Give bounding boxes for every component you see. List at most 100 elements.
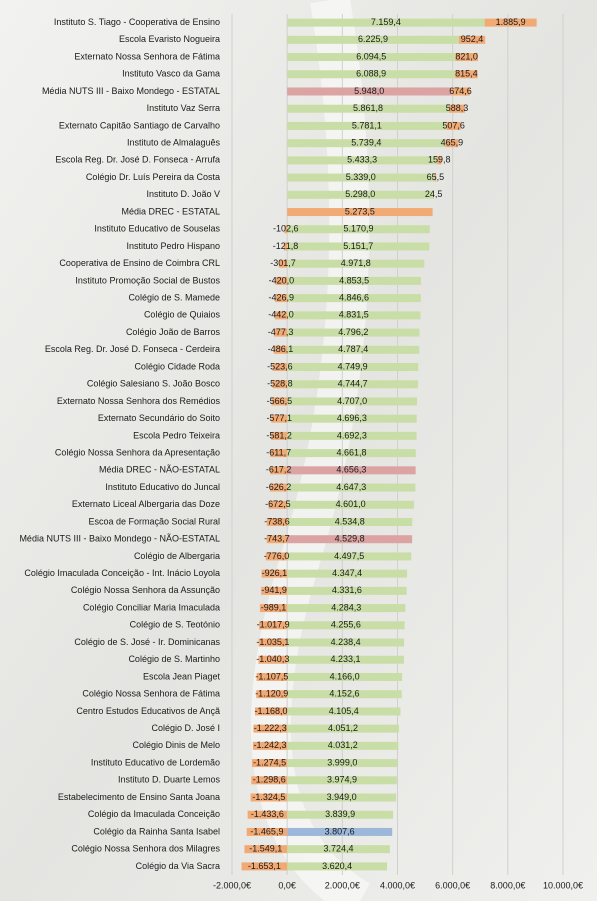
value-label: 5.433,3	[347, 155, 377, 165]
y-tick-label: Estabelecimento de Ensino Santa Joana	[58, 792, 220, 802]
value-label: 6.094,5	[356, 51, 386, 61]
value-label: 4.971,8	[341, 258, 371, 268]
bar	[287, 53, 456, 62]
value-label: -528,8	[267, 379, 293, 389]
value-label: 1.885,9	[496, 17, 526, 27]
value-label: -1.653,1	[248, 861, 281, 871]
bar	[287, 294, 421, 303]
value-label: 815,4	[455, 69, 478, 79]
y-tick-label: Colégio Cidade Roda	[134, 361, 220, 371]
value-label: 4.534,8	[335, 516, 365, 526]
y-tick-label: Instituto Vaz Serra	[147, 103, 220, 113]
value-label: -1.222,3	[254, 723, 287, 733]
y-tick-label: Colégio Imaculada Conceição - Int. Ináci…	[24, 568, 220, 578]
y-tick-label: Colégio D. José I	[151, 723, 220, 733]
bar-difference	[451, 87, 470, 96]
bar-difference	[258, 655, 288, 664]
value-label: 4.105,4	[329, 706, 359, 716]
bar-difference	[253, 724, 288, 733]
value-label: -577,1	[266, 413, 292, 423]
bar	[287, 363, 419, 372]
value-label: 4.831,5	[339, 310, 369, 320]
y-tick-label: Colégio de S. Mamede	[128, 293, 220, 303]
bar-difference	[446, 121, 461, 130]
value-label: 4.601,0	[336, 499, 366, 509]
bar	[287, 397, 418, 406]
bar	[287, 345, 420, 354]
y-tick-label: Instituto Educativo do Juncal	[105, 482, 220, 492]
value-label: 4.166,0	[330, 671, 360, 681]
bar-difference	[244, 845, 288, 854]
y-tick-label: Externato Liceal Albergaria das Doze	[72, 499, 220, 509]
bar-difference	[437, 156, 442, 165]
value-label: -420,0	[269, 275, 295, 285]
value-label: 4.846,6	[339, 293, 369, 303]
value-label: 5.739,4	[351, 138, 381, 148]
value-label: 4.656,3	[336, 465, 366, 475]
y-tick-label: Colégio Dr. Luís Pereira da Costa	[86, 172, 220, 182]
value-label: 952,4	[461, 34, 484, 44]
bar-difference	[275, 276, 288, 285]
value-label: 4.647,3	[336, 482, 366, 492]
bar	[287, 483, 416, 492]
bar-difference	[254, 707, 288, 716]
y-tick-label: Instituto Promoção Social de Bustos	[75, 275, 220, 285]
bar-difference	[283, 242, 288, 251]
value-label: -1.242,3	[254, 740, 287, 750]
value-label: 588,3	[446, 103, 469, 113]
y-tick-label: Colégio Nossa Senhora da Assunção	[71, 585, 220, 595]
value-label: 5.298,0	[345, 189, 375, 199]
bar	[287, 311, 421, 320]
y-tick-label: Externato Secundário do Soito	[98, 413, 220, 423]
bar	[287, 621, 405, 630]
x-tick-label: 6.000,0€	[435, 880, 470, 890]
bar	[287, 173, 435, 182]
bar	[287, 810, 394, 819]
bar	[287, 104, 449, 113]
bar-difference	[256, 672, 288, 681]
bar-difference	[250, 793, 288, 802]
bar-difference	[271, 397, 288, 406]
value-label: 3.999,0	[327, 757, 357, 767]
value-label: 4.661,8	[336, 447, 366, 457]
value-label: 3.724,4	[324, 844, 354, 854]
bar-difference	[266, 517, 288, 526]
value-label: -581,2	[266, 430, 292, 440]
bar-difference	[270, 466, 288, 475]
bar-difference	[278, 259, 288, 268]
y-tick-label: Colégio da Imaculada Conceição	[88, 809, 220, 819]
y-tick-label: Cooperativa de Ensino de Coimbra CRL	[59, 258, 220, 268]
bar	[287, 431, 417, 440]
y-tick-label: Colégio da Via Sacra	[136, 861, 220, 871]
bar	[287, 380, 419, 389]
y-tick-label: Colégio Dinis de Melo	[132, 740, 220, 750]
bar	[287, 845, 390, 854]
bar	[287, 466, 416, 475]
bar-difference	[241, 862, 288, 871]
bar-difference	[265, 552, 288, 561]
value-label: 6.088,9	[356, 69, 386, 79]
bar	[287, 414, 417, 423]
value-label: 5.861,8	[353, 103, 383, 113]
value-label: 7.159,4	[371, 17, 401, 27]
bar-difference	[261, 569, 288, 578]
value-label: 3.807,6	[325, 826, 355, 836]
value-label: -1.465,9	[250, 826, 283, 836]
value-label: -301,7	[270, 258, 296, 268]
value-label: -102,6	[273, 224, 299, 234]
value-label: 4.787,4	[338, 344, 368, 354]
y-tick-label: Colégio de S. Teotónio	[130, 620, 220, 630]
bar	[287, 604, 406, 613]
bar	[287, 328, 420, 337]
y-tick-label: Instituto de Almalaguês	[127, 138, 221, 148]
y-tick-label: Colégio de Albergaria	[134, 551, 220, 561]
value-label: 4.497,5	[334, 551, 364, 561]
y-tick-label: Escola Pedro Teixeira	[133, 430, 220, 440]
bar	[287, 793, 397, 802]
value-label: 821,0	[455, 51, 478, 61]
bar-difference	[448, 104, 466, 113]
bar	[287, 655, 404, 664]
value-label: 4.692,3	[337, 430, 367, 440]
bar-difference	[270, 449, 288, 458]
